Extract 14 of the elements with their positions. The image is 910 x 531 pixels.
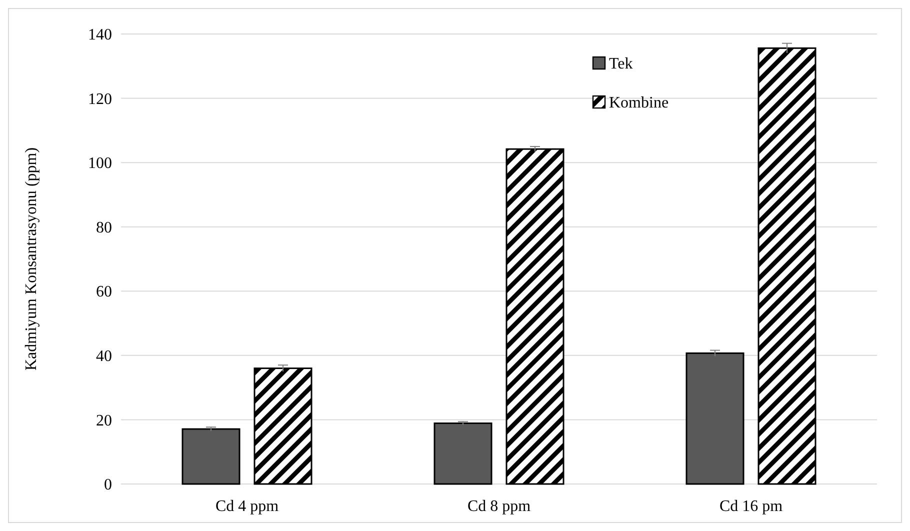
legend-label: Kombine: [609, 94, 669, 112]
y-tick-label: 20: [96, 412, 112, 430]
y-tick-label: 80: [96, 219, 112, 236]
y-tick-label: 100: [88, 155, 112, 172]
y-tick-label: 60: [96, 284, 112, 301]
y-tick-label: 40: [96, 348, 112, 366]
y-tick-label: 140: [88, 26, 112, 44]
x-tick-label: Cd 16 pm: [719, 498, 784, 515]
y-tick-label: 0: [104, 476, 112, 494]
y-tick-label: 120: [88, 90, 112, 108]
y-axis-title: Kadmiyum Konsantrasyonu (ppm): [23, 147, 40, 371]
x-tick-label: Cd 8 ppm: [467, 498, 532, 515]
legend-label: Tek: [609, 56, 633, 73]
x-tick-label: Cd 4 ppm: [215, 498, 280, 515]
